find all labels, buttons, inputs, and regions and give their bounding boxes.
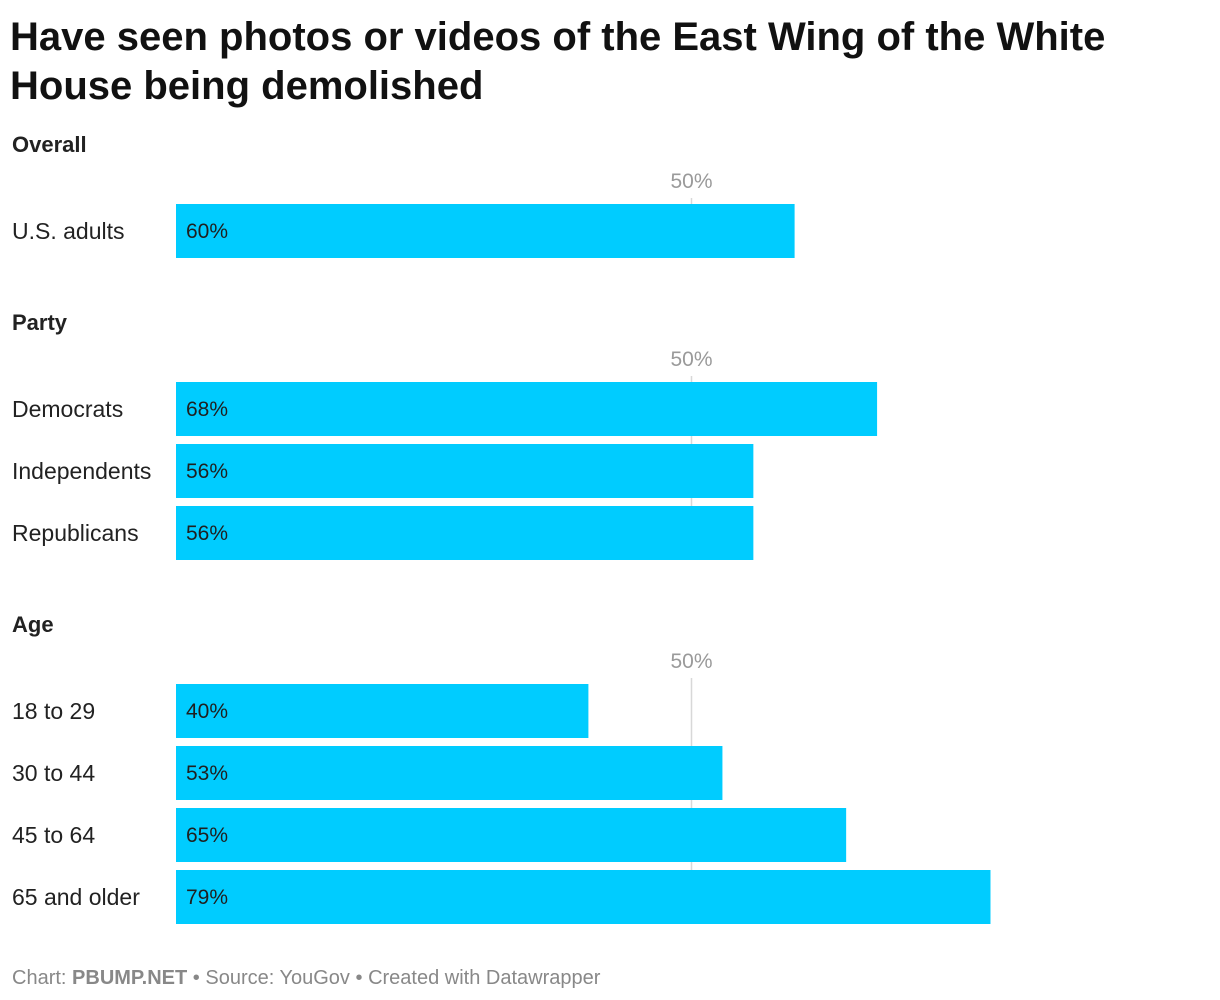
group-title-party: Party: [12, 310, 68, 335]
value-label-45-to-64: 65%: [186, 824, 228, 847]
value-label-independents: 56%: [186, 460, 228, 483]
bar-row-45-to-64: 45 to 64 65%: [12, 808, 847, 862]
bar-45-to-64: [176, 808, 847, 862]
footer-source: Source: YouGov: [205, 967, 350, 989]
group-age: Age 50% 18 to 29 40% 30 to 44 53% 45 to 64 65% 6…: [12, 612, 991, 924]
group-overall: Overall 50% U.S. adults 60%: [12, 132, 795, 258]
category-label-republicans: Republicans: [12, 520, 139, 546]
bar-30-to-44: [176, 746, 723, 800]
chart-footer: Chart: PBUMP.NET • Source: YouGov • Crea…: [12, 967, 601, 989]
bar-independents: [176, 444, 754, 498]
chart-title-line-2: House being demolished: [10, 64, 483, 108]
value-label-65-and-older: 79%: [186, 886, 228, 909]
bar-18-to-29: [176, 684, 589, 738]
chart-groups: Overall 50% U.S. adults 60% Party 50% Democrat…: [12, 132, 991, 924]
reference-label-party: 50%: [670, 348, 712, 371]
bar-65-and-older: [176, 870, 991, 924]
bar-republicans: [176, 506, 754, 560]
group-title-overall: Overall: [12, 132, 87, 157]
category-label-democrats: Democrats: [12, 396, 123, 422]
category-label-30-to-44: 30 to 44: [12, 760, 95, 786]
value-label-democrats: 68%: [186, 398, 228, 421]
footer-chart-by: PBUMP.NET: [72, 967, 187, 989]
footer-created-with: Created with Datawrapper: [368, 967, 601, 989]
footer-separator-1: •: [187, 967, 205, 989]
chart-title: Have seen photos or videos of the East W…: [10, 15, 1105, 108]
category-label-45-to-64: 45 to 64: [12, 822, 95, 848]
value-label-30-to-44: 53%: [186, 762, 228, 785]
bar-row-independents: Independents 56%: [12, 444, 754, 498]
bar-u-s-adults: [176, 204, 795, 258]
bar-row-republicans: Republicans 56%: [12, 506, 754, 560]
footer-chart-prefix: Chart:: [12, 967, 72, 989]
bar-row-65-and-older: 65 and older 79%: [12, 870, 991, 924]
value-label-republicans: 56%: [186, 522, 228, 545]
footer-separator-2: •: [350, 967, 368, 989]
bar-row-30-to-44: 30 to 44 53%: [12, 746, 723, 800]
category-label-u-s-adults: U.S. adults: [12, 218, 125, 244]
category-label-65-and-older: 65 and older: [12, 884, 140, 910]
bar-row-18-to-29: 18 to 29 40%: [12, 684, 589, 738]
reference-label-age: 50%: [670, 650, 712, 673]
group-title-age: Age: [12, 612, 54, 637]
bar-row-democrats: Democrats 68%: [12, 382, 878, 436]
category-label-18-to-29: 18 to 29: [12, 698, 95, 724]
chart-title-line-1: Have seen photos or videos of the East W…: [10, 15, 1105, 59]
bar-democrats: [176, 382, 878, 436]
value-label-u-s-adults: 60%: [186, 220, 228, 243]
category-label-independents: Independents: [12, 458, 151, 484]
value-label-18-to-29: 40%: [186, 700, 228, 723]
reference-label-overall: 50%: [670, 170, 712, 193]
bar-row-u-s-adults: U.S. adults 60%: [12, 204, 795, 258]
